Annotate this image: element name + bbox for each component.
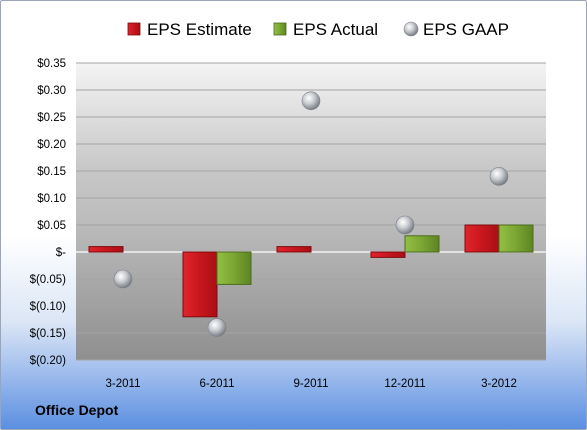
- eps-actual-bar: [498, 224, 534, 253]
- eps-estimate-bar: [276, 246, 312, 253]
- y-tick-label: $0.10: [37, 193, 66, 205]
- y-tick-label: $-: [56, 247, 66, 259]
- legend-label: EPS Actual: [293, 20, 378, 39]
- company-name: Office Depot: [35, 402, 119, 418]
- y-tick-label: $0.30: [37, 85, 66, 97]
- eps-estimate-bar: [182, 251, 218, 318]
- legend-swatch: [273, 22, 287, 36]
- y-tick-label: $(0.20): [30, 355, 67, 367]
- y-tick-label: $0.05: [37, 220, 66, 232]
- x-tick-label: 6-2011: [200, 378, 235, 390]
- x-tick-label: 9-2011: [294, 378, 329, 390]
- eps-estimate-bar: [88, 246, 124, 253]
- y-tick-label: $(0.05): [30, 274, 67, 286]
- y-tick-label: $0.35: [37, 58, 66, 70]
- y-tick-label: $(0.10): [30, 301, 67, 313]
- y-tick-label: $0.15: [37, 166, 66, 178]
- x-tick-label: 12-2011: [384, 378, 425, 390]
- eps-gaap-marker: [489, 167, 509, 186]
- eps-actual-bar: [216, 251, 252, 285]
- legend-label: EPS Estimate: [147, 20, 252, 39]
- x-tick-label: 3-2012: [481, 378, 517, 390]
- eps-gaap-marker: [395, 215, 415, 235]
- eps-gaap-marker: [301, 91, 321, 111]
- eps-actual-bar: [404, 235, 440, 253]
- legend-marker: [403, 21, 419, 37]
- legend-label: EPS GAAP: [423, 20, 509, 39]
- x-tick-label: 3-2011: [106, 378, 141, 390]
- eps-estimate-bar: [464, 224, 500, 253]
- eps-gaap-marker: [113, 269, 133, 289]
- eps-gaap-marker: [207, 318, 227, 337]
- legend-swatch: [127, 22, 141, 36]
- eps-estimate-bar: [370, 251, 406, 258]
- y-tick-label: $0.25: [37, 112, 66, 124]
- y-tick-label: $0.20: [37, 139, 66, 151]
- y-tick-label: $(0.15): [30, 328, 67, 340]
- plot-area: [76, 63, 546, 360]
